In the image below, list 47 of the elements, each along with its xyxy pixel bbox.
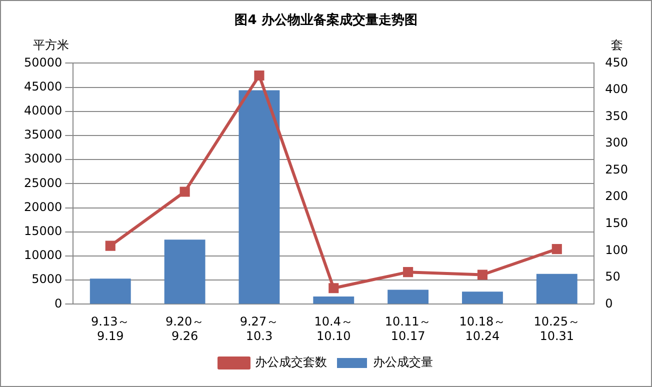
bar: [388, 290, 429, 304]
y-tick-label: 45000: [24, 79, 62, 94]
x-tick-label: 9.20～9.26: [165, 314, 204, 343]
bar: [462, 292, 503, 304]
point: [328, 283, 339, 294]
x-tick-label: 10.11～10.17: [384, 314, 432, 343]
point: [403, 267, 414, 278]
y-tick-label: 25000: [24, 176, 62, 190]
y-axis-title: 平方米: [33, 37, 69, 54]
y-tick-label: 5000: [32, 272, 62, 286]
x-tick-label: 10.4～10.10: [314, 314, 353, 343]
y-tick-label: 10000: [24, 248, 62, 262]
bar: [536, 274, 578, 304]
point: [477, 270, 488, 280]
x-tick-label: 10.25～10.31: [534, 314, 580, 343]
y-tick-label: 20000: [24, 200, 62, 214]
y2-tick-label: 250: [605, 162, 628, 176]
legend-label: 办公成交量: [373, 355, 433, 370]
y2-tick-label: 0: [605, 296, 613, 310]
x-tick-label: 9.27～10.3: [240, 314, 279, 343]
x-tick-label: 9.13～9.19: [91, 314, 130, 343]
point: [105, 240, 116, 251]
y-tick-label: 0: [54, 296, 62, 310]
y-tick-label: 30000: [24, 152, 62, 166]
y2-tick-label: 300: [605, 136, 628, 150]
y2-tick-label: 50: [605, 270, 620, 284]
y2-tick-label: 100: [605, 242, 628, 257]
legend-label: 办公成交套数: [255, 355, 327, 370]
bar: [164, 240, 206, 304]
point: [180, 186, 190, 197]
y-tick-label: 40000: [24, 104, 62, 118]
y2-tick-label: 350: [605, 108, 628, 123]
y2-tick-label: 150: [605, 216, 628, 230]
bar: [90, 278, 131, 304]
chart-title: 图4 办公物业备案成交量走势图: [234, 12, 418, 29]
y2-tick-label: 200: [605, 189, 628, 204]
y-tick-label: 15000: [24, 224, 62, 238]
bar: [313, 296, 354, 304]
y2-axis-title: 套: [611, 37, 623, 54]
y2-tick-label: 450: [605, 55, 628, 70]
point: [254, 70, 264, 81]
y2-tick-label: 400: [605, 82, 628, 96]
bar: [238, 90, 280, 304]
y-tick-label: 35000: [24, 128, 62, 142]
point: [552, 244, 562, 254]
x-tick-label: 10.18～10.24: [459, 314, 506, 343]
y-tick-label: 50000: [24, 55, 62, 70]
